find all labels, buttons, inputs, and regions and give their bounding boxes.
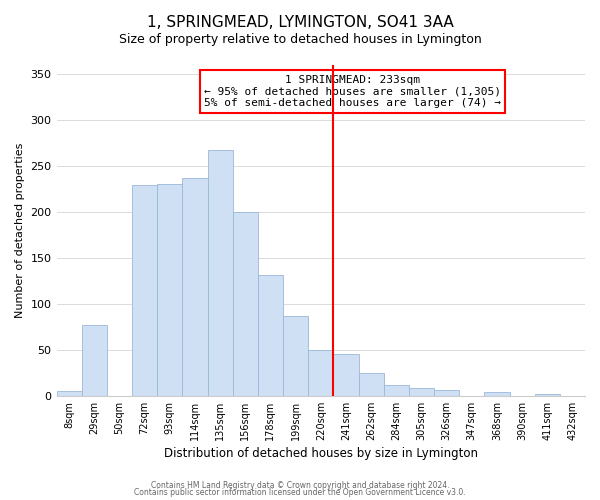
Text: Size of property relative to detached houses in Lymington: Size of property relative to detached ho… [119,32,481,46]
Bar [132,186,157,396]
Bar [484,392,509,396]
Text: 1, SPRINGMEAD, LYMINGTON, SO41 3AA: 1, SPRINGMEAD, LYMINGTON, SO41 3AA [146,15,454,30]
Bar [359,373,383,396]
Bar [56,391,82,396]
Bar [233,212,258,396]
X-axis label: Distribution of detached houses by size in Lymington: Distribution of detached houses by size … [164,447,478,460]
Bar [182,178,208,396]
Text: Contains HM Land Registry data © Crown copyright and database right 2024.: Contains HM Land Registry data © Crown c… [151,480,449,490]
Bar [409,388,434,396]
Text: Contains public sector information licensed under the Open Government Licence v3: Contains public sector information licen… [134,488,466,497]
Bar [208,150,233,396]
Bar [383,385,409,396]
Bar [283,316,308,396]
Bar [258,276,283,396]
Text: 1 SPRINGMEAD: 233sqm
← 95% of detached houses are smaller (1,305)
5% of semi-det: 1 SPRINGMEAD: 233sqm ← 95% of detached h… [204,75,501,108]
Bar [535,394,560,396]
Bar [157,184,182,396]
Y-axis label: Number of detached properties: Number of detached properties [15,142,25,318]
Bar [434,390,459,396]
Bar [308,350,334,396]
Bar [82,325,107,396]
Bar [334,354,359,396]
